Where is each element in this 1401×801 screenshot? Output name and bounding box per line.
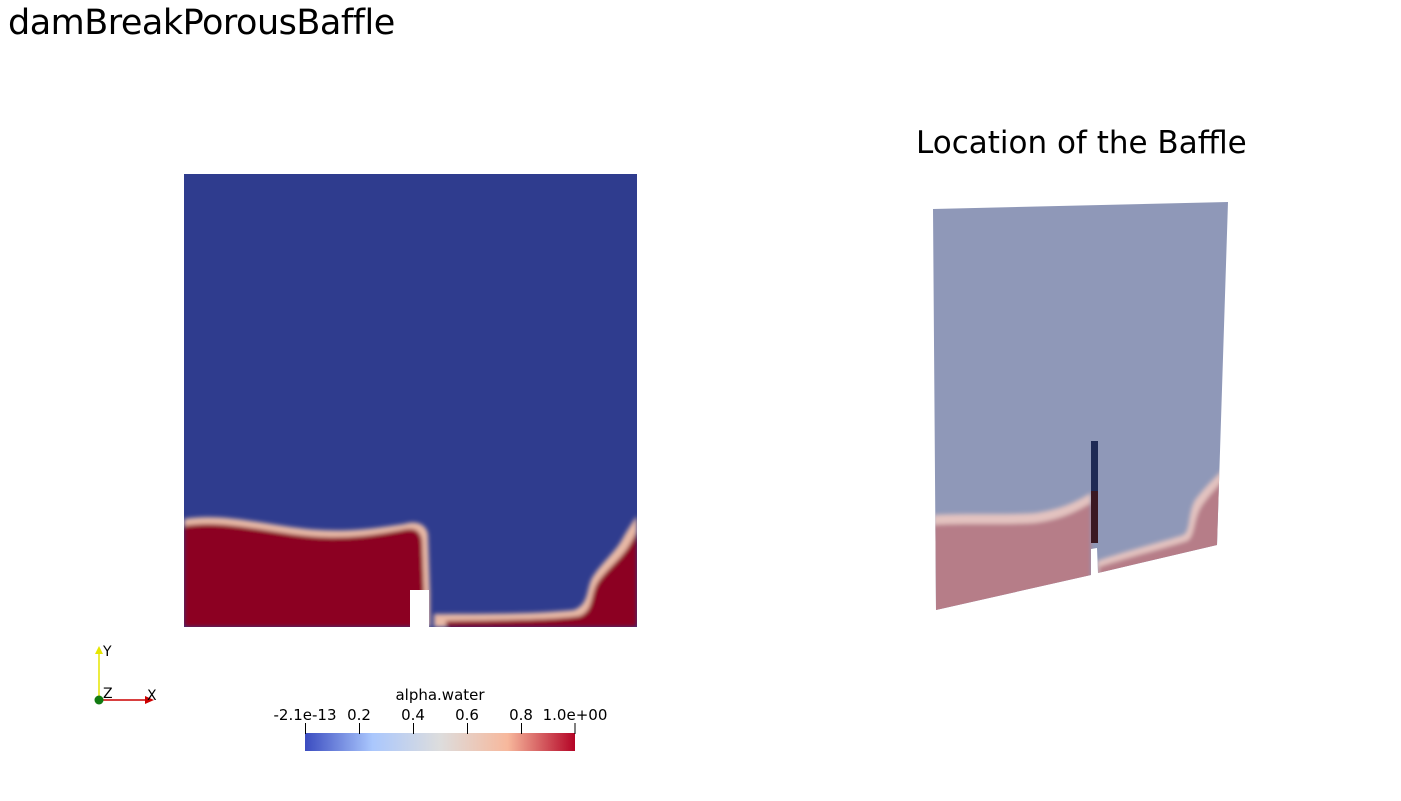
baffle-view-title: Location of the Baffle	[916, 125, 1247, 161]
y-axis-arrow	[95, 646, 103, 654]
colorbar-tick-label: 0.2	[347, 706, 371, 724]
baffle-location-view[interactable]	[925, 195, 1235, 620]
x-axis-label: X	[147, 688, 157, 704]
water-interface-right	[434, 516, 637, 627]
colorbar-tick-label: -2.1e-13	[273, 706, 337, 724]
x-axis-arrow	[145, 696, 154, 704]
porous-baffle-upper	[1091, 441, 1098, 493]
page-title: damBreakPorousBaffle	[8, 3, 395, 43]
alpha-water-field-view[interactable]	[184, 174, 637, 627]
z-axis-label: Z	[103, 686, 113, 702]
y-axis-label: Y	[103, 644, 112, 660]
colorbar	[305, 733, 575, 751]
water-region-right	[446, 532, 637, 627]
colorbar-title: alpha.water	[395, 686, 485, 704]
colorbar-tick-label: 0.6	[455, 706, 479, 724]
water-region-left	[184, 524, 424, 627]
colorbar-tick-label: 1.0e+00	[542, 706, 608, 724]
colorbar-tick-label: 0.8	[509, 706, 533, 724]
colorbar-tick-label: 0.4	[401, 706, 425, 724]
orientation-axes	[94, 646, 154, 705]
colorbar-gradient	[305, 733, 575, 751]
obstacle-block	[410, 590, 429, 627]
z-axis-dot	[94, 695, 104, 705]
porous-baffle-lower	[1091, 491, 1098, 543]
colorbar-tick-marks	[305, 723, 576, 734]
domain-panel	[933, 202, 1228, 610]
